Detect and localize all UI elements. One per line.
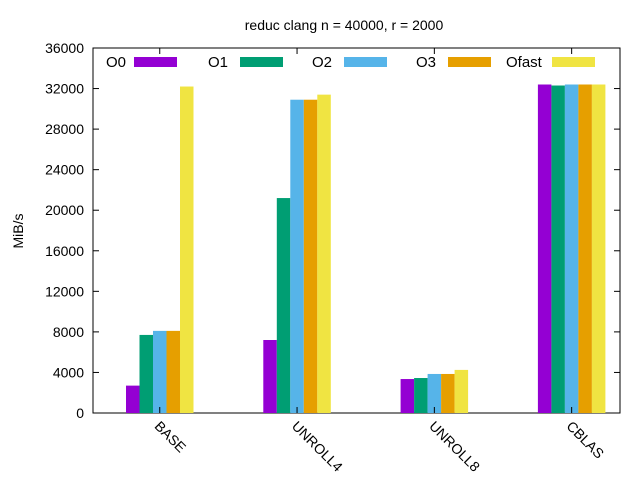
bar-ofast-base	[180, 86, 194, 414]
bar-ofast-unroll8	[454, 369, 469, 413]
bar-o1-unroll4	[276, 198, 291, 413]
legend-swatch-ofast	[552, 57, 595, 67]
y-axis-label: MiB/s	[10, 214, 26, 249]
chart-title: reduc clang n = 40000, r = 2000	[245, 17, 444, 33]
bar-o0-cblas	[537, 84, 552, 413]
bar-o0-unroll8	[400, 379, 415, 413]
x-tick-label: CBLAS	[564, 418, 608, 462]
bar-o0-unroll4	[263, 340, 277, 413]
y-tick-label: 8000	[53, 324, 84, 340]
y-tick-label: 4000	[53, 364, 84, 380]
y-tick-label: 20000	[45, 202, 84, 218]
x-tick-label: UNROLL8	[426, 418, 483, 475]
y-tick-label: 12000	[45, 283, 84, 299]
bar-ofast-cblas	[591, 84, 606, 413]
legend-label-o2: O2	[312, 54, 332, 71]
y-tick-label: 24000	[45, 162, 84, 178]
bar-o2-cblas	[564, 84, 579, 413]
bar-o2-unroll4	[290, 99, 304, 413]
bar-o3-cblas	[578, 84, 592, 413]
bar-o3-base	[166, 330, 180, 413]
x-tick-label: BASE	[152, 418, 190, 456]
legend-swatch-o0	[134, 57, 177, 67]
bar-o3-unroll8	[441, 373, 455, 413]
bar-o3-unroll4	[303, 99, 318, 413]
y-tick-label: 32000	[45, 81, 84, 97]
legend-label-ofast: Ofast	[506, 54, 543, 71]
y-tick-label: 28000	[45, 121, 84, 137]
y-tick-label: 36000	[45, 40, 84, 56]
legend-swatch-o3	[448, 57, 491, 67]
bar-o0-base	[126, 385, 140, 413]
bar-o2-unroll8	[427, 373, 442, 413]
y-tick-label: 0	[76, 405, 84, 421]
legend-label-o1: O1	[208, 54, 228, 71]
bar-o2-base	[153, 330, 167, 413]
legend-swatch-o2	[344, 57, 387, 67]
plot-area: 0 4000 8000 12000 16000 20000 24000 28000 32000 3…	[45, 40, 621, 475]
bar-o1-cblas	[551, 85, 565, 413]
x-tick-label: UNROLL4	[289, 418, 346, 475]
bar-ofast-unroll4	[317, 94, 331, 413]
legend-label-o0: O0	[106, 54, 126, 71]
y-tick-label: 16000	[45, 243, 84, 259]
bar-o1-base	[139, 334, 153, 413]
legend-swatch-o1	[240, 57, 283, 67]
plot-frame	[92, 47, 621, 414]
bar-o1-unroll8	[414, 378, 428, 413]
legend-label-o3: O3	[416, 54, 436, 71]
